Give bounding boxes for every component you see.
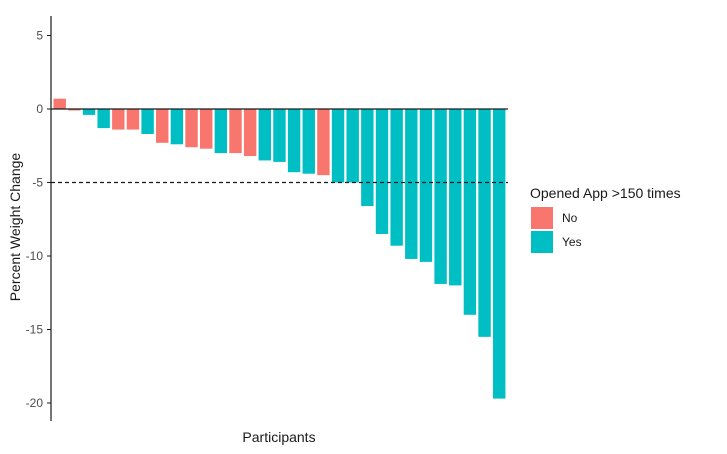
bar-2 [68,109,81,111]
bar-24 [390,109,403,246]
bar-20 [331,109,345,183]
bar-30 [478,109,491,337]
bars-layer [53,98,506,399]
y-ticks-layer: 5 0 -5 -10 -15 -20 [26,29,51,410]
legend-entries: No Yes [531,207,582,253]
bar-17 [287,109,301,173]
bar-11 [200,109,213,149]
bar-28 [449,109,462,286]
x-axis-title: Participants [242,429,315,445]
bar-31 [493,109,506,399]
bar-25 [405,109,418,259]
bar-18 [302,109,315,174]
bar-4 [97,109,110,129]
legend-label-no: No [562,211,578,225]
legend-swatch-yes [531,231,553,253]
legend-swatch-no [531,207,553,229]
legend: Opened App >150 times No Yes [530,185,681,253]
bar-7 [141,109,154,134]
bar-22 [361,109,374,207]
legend-title: Opened App >150 times [530,185,681,201]
bar-16 [273,109,286,162]
bar-9 [170,109,184,145]
y-tick-label: -20 [26,396,44,410]
bar-3 [82,109,96,115]
y-tick-label: 5 [36,29,43,43]
bar-1 [53,98,66,109]
y-axis-title: Percent Weight Change [7,153,23,302]
bar-6 [126,109,140,130]
y-tick-label: -10 [26,249,44,263]
bar-19 [317,109,330,176]
y-tick-label: 0 [36,102,43,116]
bar-14 [243,109,257,157]
bar-21 [346,109,359,183]
bar-12 [214,109,228,154]
y-tick-label: -5 [32,176,43,190]
bar-10 [185,109,198,148]
bar-23 [375,109,389,234]
y-tick-label: -15 [26,323,44,337]
bar-15 [258,109,271,161]
bar-8 [156,109,169,143]
legend-label-yes: Yes [562,235,582,249]
bar-26 [419,109,433,262]
bar-29 [463,109,477,315]
bar-5 [112,109,125,130]
bar-27 [434,109,447,284]
bar-13 [229,109,242,154]
